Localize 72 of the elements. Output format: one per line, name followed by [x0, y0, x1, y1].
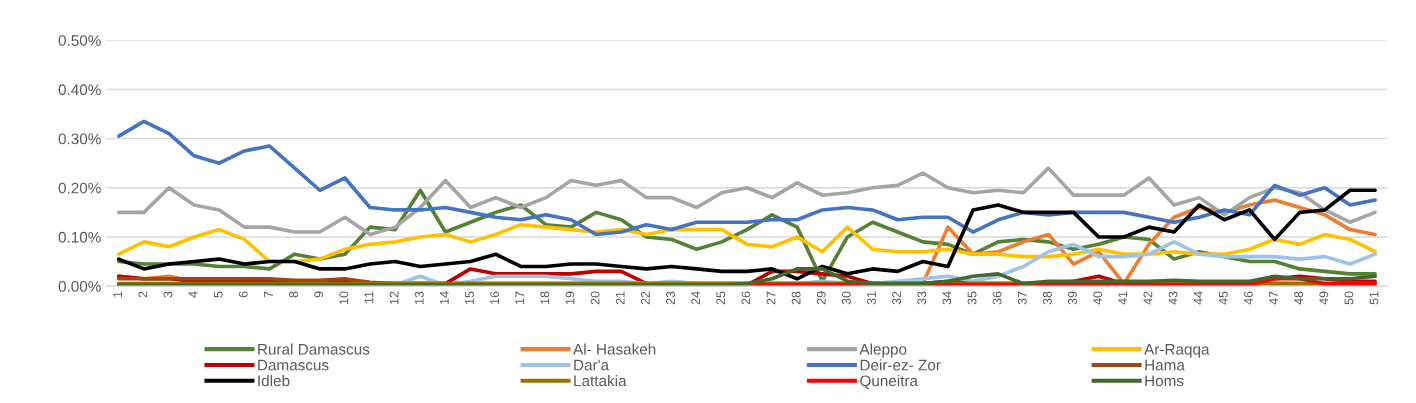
y-tick-label: 0.10% [58, 231, 101, 243]
x-tick-label: 50 [1344, 291, 1354, 305]
x-tick-label: 6 [238, 291, 248, 298]
x-tick-label: 11 [364, 291, 374, 304]
x-tick-label: 37 [1017, 291, 1027, 305]
x-tick-label: 14 [440, 291, 449, 304]
x-tick-label: 51 [1369, 291, 1379, 305]
x-tick-label: 9 [314, 291, 324, 298]
x-tick-label: 30 [841, 291, 851, 305]
legend-label: Quneitra [860, 375, 919, 389]
x-tick-label: 34 [942, 291, 952, 305]
line-series [116, 267, 1377, 287]
x-tick-label: 45 [1218, 291, 1228, 305]
x-tick-label: 3 [163, 291, 173, 298]
legend-label: Al- Hasakeh [573, 343, 656, 355]
x-tick-label: 43 [1168, 291, 1178, 305]
legend-label: Ar-Raqqa [1144, 344, 1210, 358]
x-tick-label: 10 [339, 291, 349, 304]
x-tick-label: 33 [917, 291, 927, 305]
x-tick-label: 1 [113, 291, 122, 297]
x-tick-label: 38 [1042, 291, 1052, 305]
x-tick-label: 2 [138, 291, 148, 298]
x-tick-label: 12 [389, 291, 399, 304]
x-tick-label: 46 [1243, 291, 1253, 305]
legend-label: Aleppo [859, 343, 907, 358]
x-tick-label: 19 [565, 291, 575, 304]
line-series [116, 166, 1377, 237]
x-tick-label: 39 [1068, 291, 1077, 305]
x-tick-label: 40 [1093, 291, 1103, 305]
x-tick-label: 24 [691, 291, 700, 305]
x-tick-label: 26 [741, 291, 751, 305]
legend-label: Homs [1145, 375, 1184, 387]
x-tick-label: 18 [540, 291, 550, 304]
x-tick-label: 29 [816, 291, 826, 305]
x-tick-label: 44 [1193, 291, 1203, 305]
x-tick-label: 25 [716, 291, 726, 305]
x-tick-label: 27 [766, 291, 776, 305]
x-tick-label: 20 [590, 291, 600, 305]
x-tick-label: 35 [967, 291, 977, 305]
x-tick-label: 5 [213, 291, 223, 298]
legend-label: Dar'a [574, 359, 610, 371]
y-tick-label: 0.00% [58, 281, 101, 292]
x-tick-label: 32 [892, 291, 902, 305]
legend-label: Damascus [258, 359, 329, 371]
x-tick-label: 7 [264, 291, 273, 298]
legend-label: Lattakia [574, 375, 627, 387]
x-tick-label: 49 [1319, 291, 1329, 305]
x-tick-label: 13 [414, 291, 424, 304]
x-tick-label: 47 [1269, 291, 1278, 305]
legend-label: Deir-ez- Zor [860, 359, 941, 371]
x-tick-label: 41 [1118, 291, 1128, 305]
legend-label: Idleb [258, 375, 290, 387]
x-tick-label: 36 [992, 291, 1002, 305]
x-tick-label: 15 [465, 291, 474, 304]
x-tick-label: 23 [666, 291, 675, 305]
x-tick-label: 48 [1294, 291, 1304, 305]
x-tick-label: 28 [791, 291, 801, 305]
x-tick-label: 21 [615, 291, 625, 305]
y-tick-label: 0.40% [58, 84, 101, 96]
x-tick-label: 17 [515, 291, 525, 304]
x-tick-label: 8 [289, 291, 299, 298]
x-tick-label: 42 [1143, 291, 1153, 305]
x-tick-label: 22 [640, 291, 650, 305]
y-tick-label: 0.50% [58, 35, 101, 46]
x-tick-label: 16 [490, 291, 500, 304]
line-series [116, 119, 1377, 237]
y-tick-label: 0.20% [58, 182, 101, 194]
x-tick-label: 31 [867, 291, 876, 305]
legend-label: Hama [1145, 359, 1185, 371]
y-tick-label: 0.30% [58, 133, 101, 145]
x-tick-label: 4 [188, 291, 198, 298]
legend-label: Rural Damascus [258, 343, 370, 355]
